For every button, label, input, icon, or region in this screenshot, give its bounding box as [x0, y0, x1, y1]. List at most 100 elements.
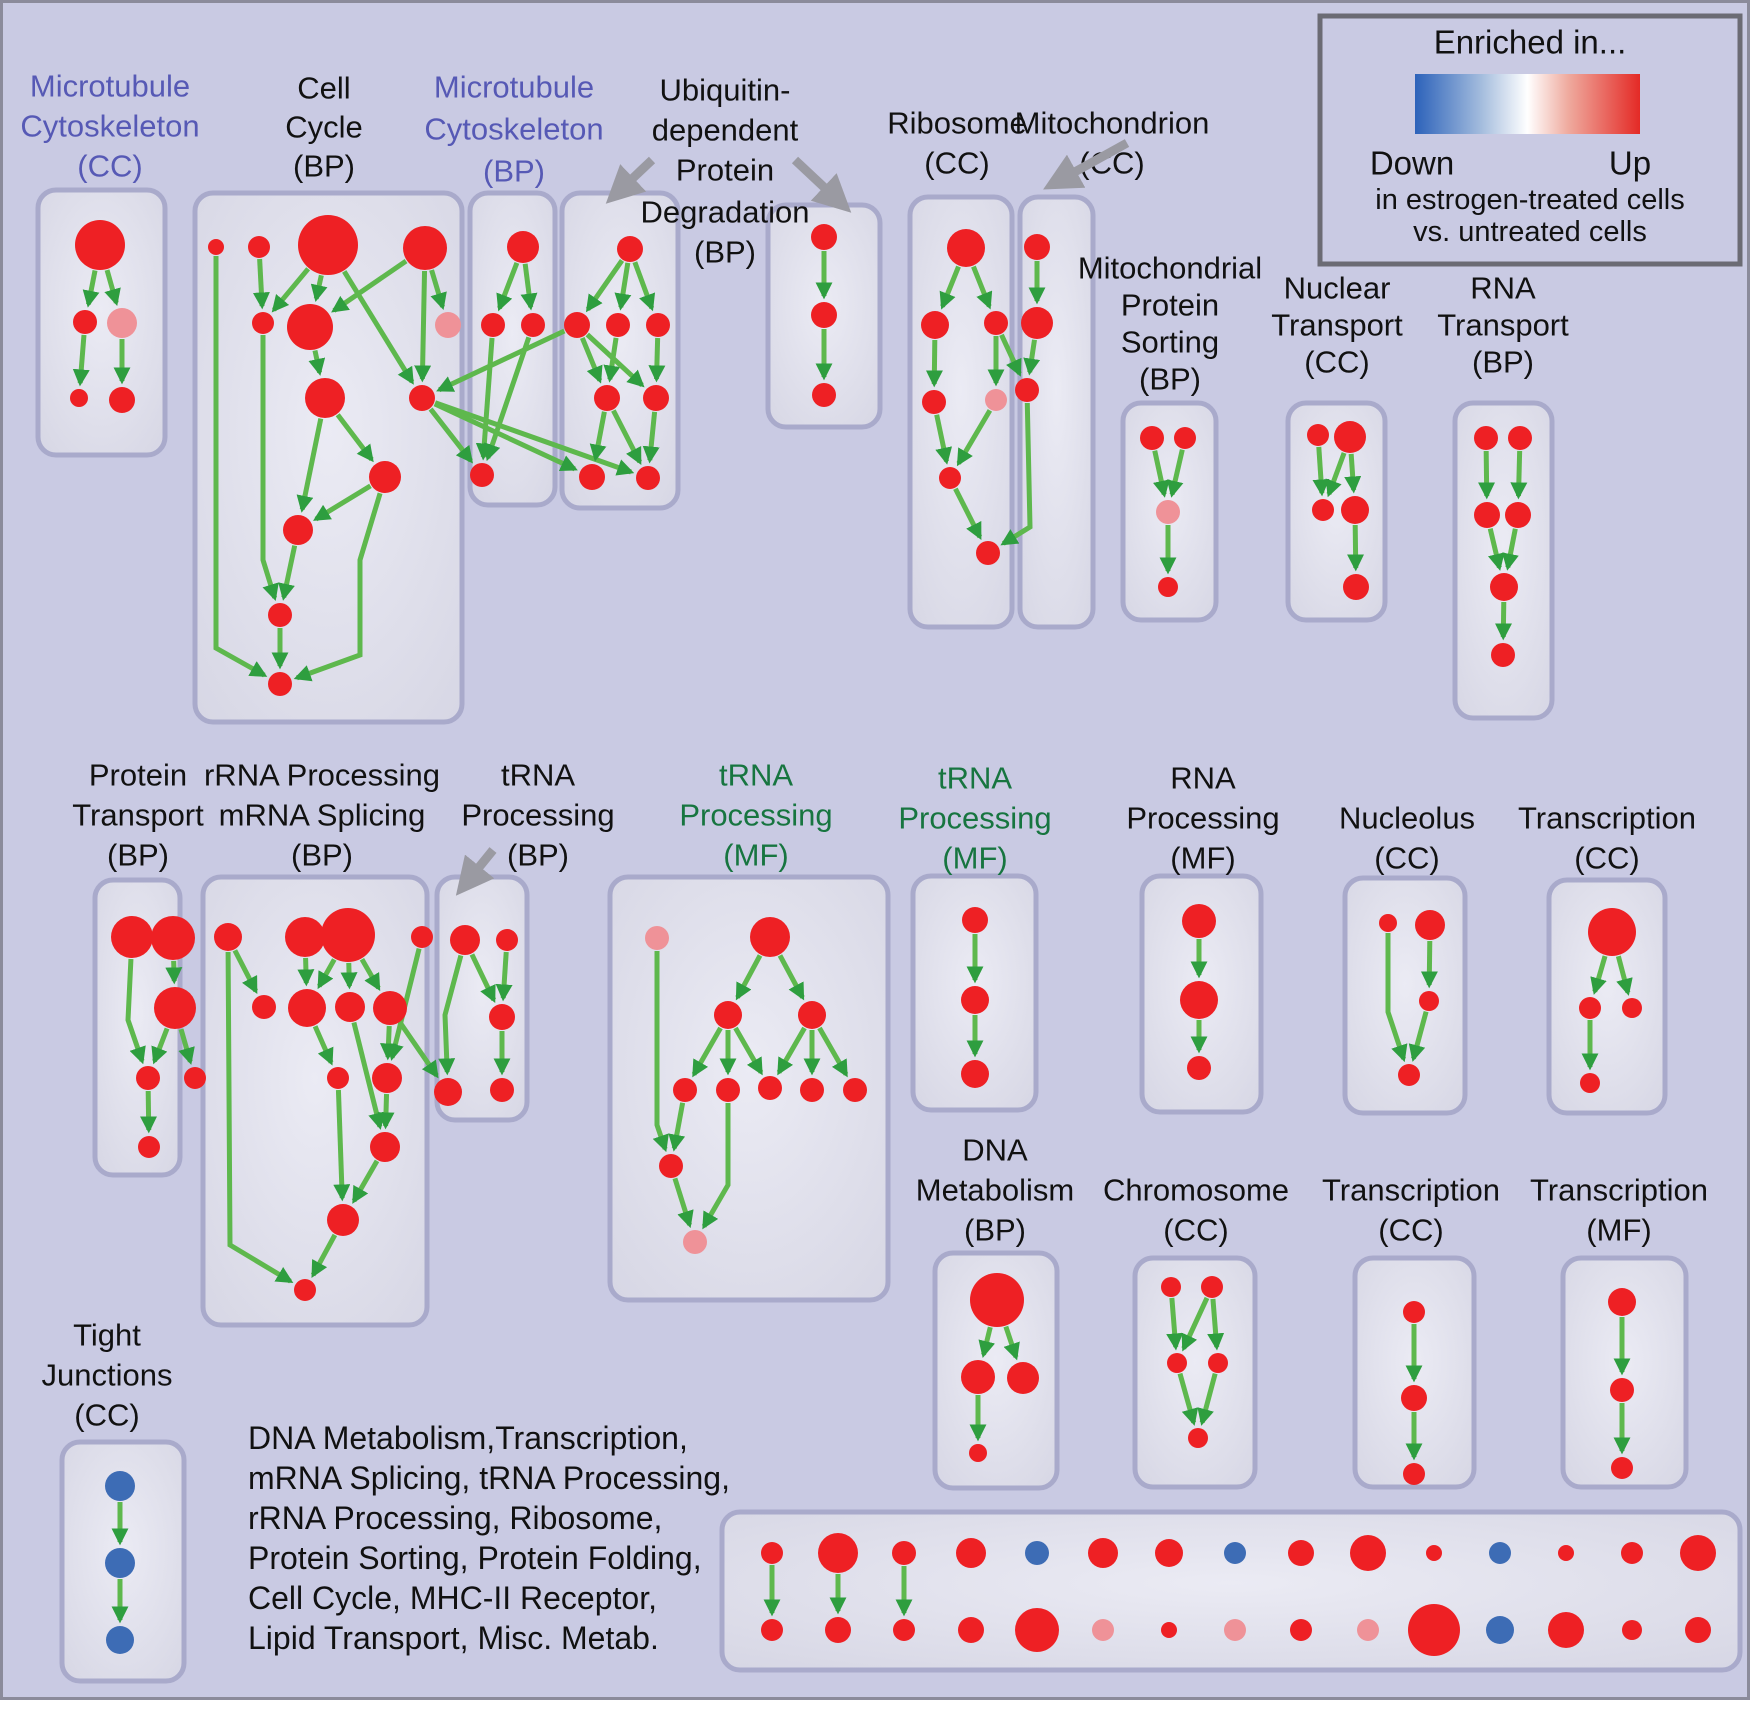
edge — [475, 337, 495, 461]
edge — [1615, 955, 1633, 996]
edge — [642, 411, 660, 464]
summary-text-line: rRNA Processing, Ribosome, — [248, 1500, 662, 1536]
edge — [151, 1027, 170, 1065]
edge — [1344, 453, 1362, 494]
edge — [1347, 524, 1365, 572]
edge — [310, 274, 328, 302]
group-label-prt: Protein — [89, 758, 187, 793]
node-dnm-ML — [961, 1360, 995, 1394]
node-tc2-MR — [1622, 998, 1642, 1018]
legend-gradient-bar — [1415, 74, 1640, 134]
group-label-rrn: rRNA Processing — [204, 758, 440, 793]
node-msc-B1 — [825, 1617, 851, 1643]
legend-line1: in estrogen-treated cells — [1375, 184, 1685, 216]
edge — [1166, 449, 1185, 498]
edge — [312, 1025, 334, 1066]
group-label-tbp: Processing — [461, 798, 614, 833]
node-tbp-M — [489, 1004, 515, 1030]
edge — [104, 269, 121, 307]
group-label-mps: Protein — [1121, 288, 1219, 323]
edge — [1023, 339, 1041, 376]
node-ubi-U0 — [617, 236, 643, 262]
group-label-tm2: (MF) — [942, 841, 1007, 876]
edge — [701, 1103, 731, 1230]
node-ubi2-V3 — [812, 383, 836, 407]
edge — [1408, 1010, 1429, 1062]
node-msc-B14 — [1685, 1617, 1711, 1643]
group-label-tm2: Processing — [898, 801, 1051, 836]
group-label-nut: (CC) — [1304, 345, 1369, 380]
group-label-rnt: (BP) — [1472, 345, 1534, 380]
node-rib-R7 — [976, 541, 1000, 565]
group-box-tc2 — [1546, 877, 1668, 1116]
group-label-ubi: Protein — [676, 153, 774, 188]
node-cc-P — [435, 312, 461, 338]
node-dnm-B — [969, 1444, 987, 1462]
node-rnt-M2 — [1505, 502, 1531, 528]
edge — [313, 483, 372, 522]
node-rib-R3 — [984, 311, 1008, 335]
edge — [1003, 1325, 1020, 1361]
edge — [648, 337, 666, 383]
edge — [1494, 601, 1512, 641]
edge — [1166, 1297, 1184, 1351]
group-label-nut: Transport — [1271, 308, 1403, 343]
summary-text-line: Cell Cycle, MHC-II Receptor, — [248, 1580, 657, 1616]
edge — [632, 261, 656, 312]
edge — [342, 270, 415, 385]
node-rrn-G — [335, 992, 365, 1022]
node-rib-R5 — [985, 389, 1007, 411]
annotation-arrow — [455, 847, 497, 896]
group-label-tm2: tRNA — [938, 761, 1012, 796]
group-label-rib: Ribosome — [887, 106, 1027, 141]
node-cc-H — [409, 385, 435, 411]
edge — [1385, 933, 1408, 1063]
edge — [1325, 452, 1347, 498]
group-label-nut: Nuclear — [1284, 271, 1391, 306]
node-mps-S2 — [1174, 427, 1196, 449]
node-tmf-T — [750, 917, 790, 957]
node-rrn-L — [327, 1204, 359, 1236]
node-msc-B13 — [1622, 1620, 1642, 1640]
edge — [297, 957, 315, 987]
node-cc-F — [287, 304, 333, 350]
node-msc-B12 — [1548, 1612, 1584, 1648]
node-tbp-T2 — [496, 929, 518, 951]
node-msc-B4 — [1015, 1608, 1059, 1652]
edge — [971, 265, 993, 310]
edge — [585, 332, 645, 388]
node-prt-T2 — [151, 916, 195, 960]
edge — [331, 258, 408, 313]
group-label-tmf: Processing — [679, 798, 832, 833]
group-label-ubi: dependent — [652, 113, 799, 148]
group-box-mtcc — [35, 187, 168, 458]
edge — [340, 962, 358, 990]
group-label-mtcc: (CC) — [77, 149, 142, 184]
group-label-ncl: Nucleolus — [1339, 801, 1475, 836]
group-label-mtcc: Cytoskeleton — [20, 109, 199, 144]
edge — [668, 1102, 686, 1152]
group-label-tc3: Transcription — [1322, 1173, 1500, 1208]
node-tmf-MD — [659, 1154, 683, 1178]
edge — [1181, 1296, 1210, 1352]
node-mit-M3 — [1015, 378, 1039, 402]
edge — [351, 1159, 380, 1204]
group-label-prt: (BP) — [107, 838, 169, 873]
node-mps-S4 — [1158, 577, 1178, 597]
node-cc-E — [252, 312, 274, 334]
node-nut-N5 — [1343, 574, 1369, 600]
edge — [379, 1025, 397, 1061]
edge — [520, 263, 538, 311]
legend-down-label: Down — [1370, 145, 1454, 182]
edge — [317, 958, 337, 990]
node-msc-B0 — [761, 1619, 783, 1641]
group-label-ncl: (CC) — [1374, 841, 1439, 876]
node-mtcc-E — [109, 387, 135, 413]
group-label-chr: Chromosome — [1103, 1173, 1289, 1208]
edge — [398, 1021, 439, 1079]
group-label-chr: (CC) — [1163, 1213, 1228, 1248]
node-chr-ML — [1167, 1353, 1187, 1373]
node-msc-T1 — [818, 1533, 858, 1573]
